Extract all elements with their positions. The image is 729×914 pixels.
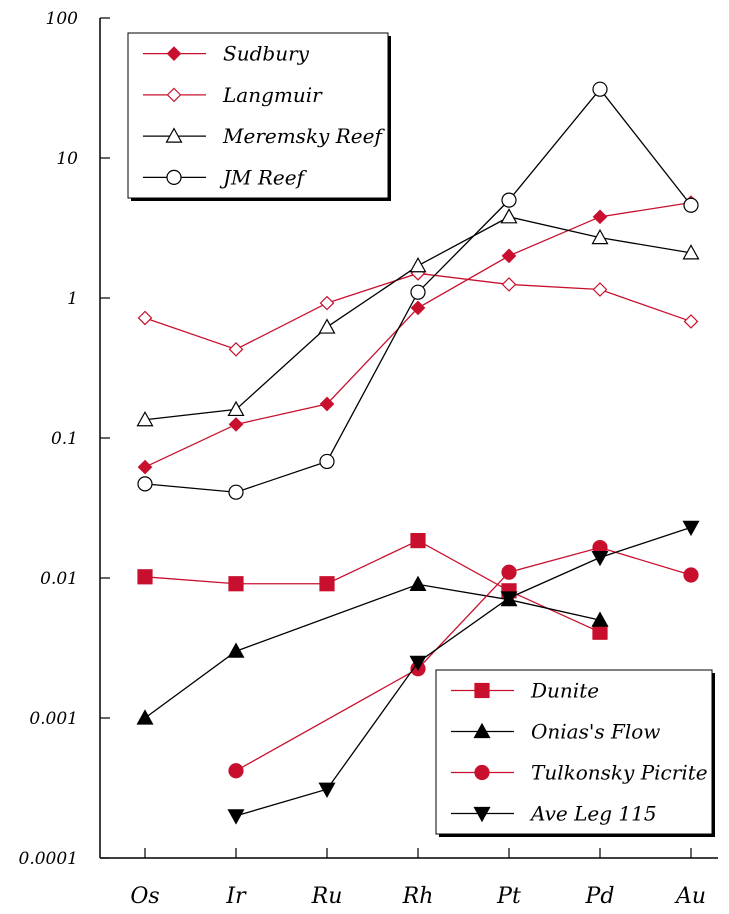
y-axis-ticks: 100 10 1 0.1 0.01 0.001 0.0001 — [19, 9, 110, 869]
legend-bottom-right: Dunite Onias's Flow Tulkonsky Picrite Ave L… — [435, 669, 715, 837]
x-tick-label: Ir — [225, 884, 247, 909]
data-point — [501, 564, 517, 580]
series-sudbury — [137, 195, 699, 475]
y-tick-label: 0.1 — [51, 429, 78, 449]
legend-label: JM Reef — [219, 165, 308, 189]
x-tick-label: Ru — [311, 884, 343, 909]
x-axis-ticks: Os Ir Ru Rh Pt Pd Au — [130, 848, 706, 909]
legend-marker — [166, 169, 182, 185]
data-point — [592, 282, 608, 297]
legend-entry: Tulkonsky Picrite — [451, 761, 708, 785]
data-point — [319, 396, 335, 412]
legend-marker — [165, 127, 183, 143]
y-tick-label: 1 — [67, 289, 78, 309]
x-tick-label: Rh — [402, 884, 434, 909]
data-point — [319, 295, 335, 311]
y-tick-label: 0.01 — [40, 569, 78, 589]
series-dunite — [137, 532, 608, 640]
data-point — [228, 417, 244, 432]
data-point — [591, 228, 609, 245]
series-line — [144, 539, 601, 633]
y-tick-label: 0.001 — [29, 709, 78, 729]
data-point — [683, 314, 699, 329]
data-point — [137, 569, 153, 585]
data-point — [227, 400, 245, 417]
data-point — [318, 318, 336, 334]
legend-label: Sudbury — [223, 42, 310, 66]
legend-label: Onias's Flow — [531, 720, 660, 744]
series-jm-reef — [137, 81, 699, 500]
series-line — [144, 216, 692, 421]
x-tick-label: Au — [674, 884, 706, 909]
data-point — [137, 459, 153, 475]
series-langmuir — [137, 265, 699, 357]
data-point — [683, 567, 699, 583]
data-point — [592, 81, 608, 97]
legend-top-left: Sudbury Langmuir Meremsky Reef JM Reef — [127, 32, 391, 201]
series-ave-leg-115 — [227, 520, 700, 825]
x-tick-label: Pt — [496, 884, 521, 909]
data-point — [501, 192, 517, 208]
legend-entry: Langmuir — [143, 83, 323, 107]
data-point — [228, 341, 244, 357]
y-tick-label: 0.0001 — [19, 849, 78, 869]
data-point — [501, 277, 517, 292]
series-meremsky-reef — [136, 208, 700, 427]
legend-label: Ave Leg 115 — [529, 802, 657, 826]
legend-marker — [474, 682, 490, 699]
data-point — [318, 782, 336, 798]
data-point — [591, 611, 609, 627]
data-point — [410, 532, 426, 549]
legend-entry: Ave Leg 115 — [451, 802, 657, 826]
legend-label: Meremsky Reef — [222, 124, 385, 148]
data-point — [409, 575, 427, 592]
data-point — [500, 591, 518, 607]
data-point — [682, 520, 700, 537]
data-point — [136, 709, 154, 725]
data-point — [227, 809, 245, 825]
data-point — [228, 576, 244, 592]
data-point — [591, 550, 609, 567]
legend-marker — [166, 87, 182, 103]
data-point — [228, 763, 244, 779]
data-point — [592, 209, 608, 225]
data-point — [410, 284, 426, 300]
series-line — [144, 201, 692, 468]
legend-label: Dunite — [530, 679, 599, 703]
legend-marker — [166, 46, 182, 61]
data-point — [319, 453, 335, 470]
data-point — [137, 310, 153, 326]
y-tick-label: 10 — [56, 149, 78, 169]
legend-marker — [474, 764, 490, 781]
data-point — [683, 197, 699, 213]
data-point — [592, 624, 608, 640]
legend-entry: Onias's Flow — [451, 720, 660, 744]
data-point — [409, 257, 427, 273]
legend-entry: Dunite — [451, 679, 599, 703]
legend-entry: Meremsky Reef — [143, 124, 385, 148]
data-point — [409, 655, 427, 672]
legends: Sudbury Langmuir Meremsky Reef JM Reef Dunit… — [127, 32, 715, 837]
y-tick-label: 100 — [46, 9, 79, 29]
data-point — [137, 476, 153, 492]
data-point — [410, 300, 426, 316]
series-line — [235, 526, 692, 817]
legend-entry: JM Reef — [143, 165, 308, 189]
legend-entry: Sudbury — [143, 42, 310, 66]
legend-label: Tulkonsky Picrite — [531, 761, 708, 785]
data-point — [682, 244, 700, 260]
data-point — [501, 248, 517, 264]
data-point — [228, 484, 244, 500]
x-tick-label: Os — [130, 884, 159, 909]
legend-marker — [473, 722, 491, 739]
legend-label: Langmuir — [222, 83, 323, 107]
data-point — [500, 208, 518, 224]
legend-marker — [473, 806, 491, 823]
series-layer — [136, 81, 700, 825]
x-tick-label: Pd — [585, 884, 615, 909]
data-point — [136, 411, 154, 427]
data-point — [319, 576, 335, 592]
data-point — [227, 642, 245, 658]
